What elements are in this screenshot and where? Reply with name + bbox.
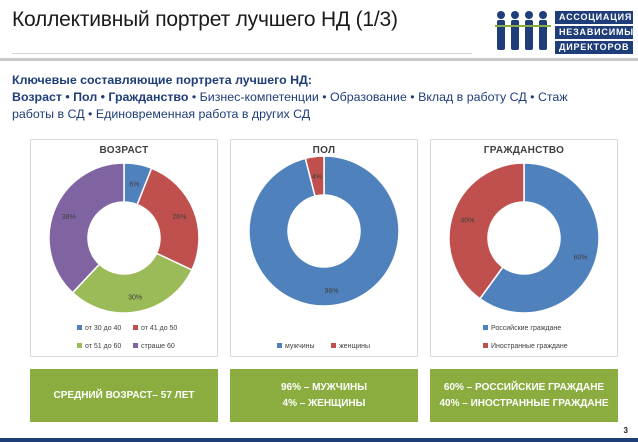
donut-slice [448,162,525,300]
citizenship-chart-panel: ГРАЖДАНСТВО 60% 40% Российские граждане Ино… [430,139,618,357]
slice-data-label: 40% [460,218,474,225]
summary-line: 60% – РОССИЙСКИЕ ГРАЖДАНЕ [443,381,605,393]
legend-label: от 41 до 50 [141,325,177,332]
chart-title: ПОЛ [312,145,336,156]
summary-line: СРЕДНИЙ ВОЗРАСТ– 57 ЛЕТ [53,389,195,401]
legend-label: от 30 до 40 [85,325,121,332]
citizenship-donut-chart: 60% 40% Российские граждане Иностранные гра… [448,162,600,350]
legend-swatch [331,343,336,348]
donut-slice [136,167,200,271]
title-underline [12,53,472,54]
logo-line: НЕЗАВИСИМЫХ [555,26,638,39]
donut-slice [304,155,325,198]
logo: АССОЦИАЦИЯ НЕЗАВИСИМЫХ ДИРЕКТОРОВ [493,7,638,56]
footer-bar [0,438,638,442]
people-logo-icon [495,11,551,50]
logo-text: АССОЦИАЦИЯ НЕЗАВИСИМЫХ ДИРЕКТОРОВ [555,11,638,56]
legend-swatch [483,343,488,348]
legend-label: Иностранные граждане [491,343,568,350]
summary-line: 40% – ИНОСТРАННЫЕ ГРАЖДАНЕ [439,397,609,409]
legend-swatch [133,325,138,330]
summary-line: 4% – ЖЕНЩИНЫ [282,397,366,409]
slice-data-label: 4% [312,174,322,181]
donut-slice [478,162,600,314]
intro-rest: • Бизнес-компетенции • Образование • Вкл… [12,90,568,121]
legend-swatch [133,343,138,348]
legend-label: мужчины [285,343,315,350]
slice-data-label: 38% [62,214,76,221]
summary-age-box: СРЕДНИЙ ВОЗРАСТ– 57 ЛЕТ [30,369,218,422]
header-divider [0,58,638,61]
slice-data-label: 60% [574,254,588,261]
intro-text: Ключевые составляющие портрета лучшего Н… [12,72,612,123]
donut-slice [71,252,193,314]
gender-chart-panel: ПОЛ 96% 4% мужчины женщины [230,139,418,357]
logo-line: ДИРЕКТОРОВ [555,41,633,54]
legend-swatch [77,325,82,330]
page-title: Коллективный портрет лучшего НД (1/3) [12,8,398,31]
legend-label: Российские граждане [491,324,561,332]
logo-line: АССОЦИАЦИЯ [555,11,633,24]
donut-slice [248,155,400,307]
chart-title: ГРАЖДАНСТВО [483,145,565,156]
age-donut-chart: 6% 26% 30% 38% от 30 до 40 от 41 до 50 от 51 д… [48,162,200,350]
legend-swatch [483,325,488,330]
page-number: 3 [623,426,628,435]
chart-title: ВОЗРАСТ [99,145,149,156]
legend-label: от 51 до 60 [85,343,121,350]
gender-donut-chart: 96% 4% мужчины женщины [248,155,400,350]
slice-data-label: 6% [129,181,139,188]
slice-data-label: 96% [324,288,338,295]
slice-data-label: 30% [128,294,142,301]
legend-swatch [277,343,282,348]
intro-heading: Ключевые составляющие портрета лучшего Н… [12,73,312,87]
donut-slice [48,162,125,294]
age-chart-panel: ВОЗРАСТ 6% 26% 30% 38% от 30 до 40 от 41 до 5… [30,139,218,357]
summary-gender-box: 96% – МУЖЧИНЫ 4% – ЖЕНЩИНЫ [230,369,418,422]
legend-swatch [77,343,82,348]
summary-citizenship-box: 60% – РОССИЙСКИЕ ГРАЖДАНЕ 40% – ИНОСТРАН… [430,369,618,422]
legend-label: женщины [339,343,370,350]
summary-line: 96% – МУЖЧИНЫ [280,381,368,393]
slice-data-label: 26% [172,214,186,221]
intro-bold-part: Возраст • Пол • Гражданство [12,90,189,104]
legend-label: страше 60 [141,343,175,350]
